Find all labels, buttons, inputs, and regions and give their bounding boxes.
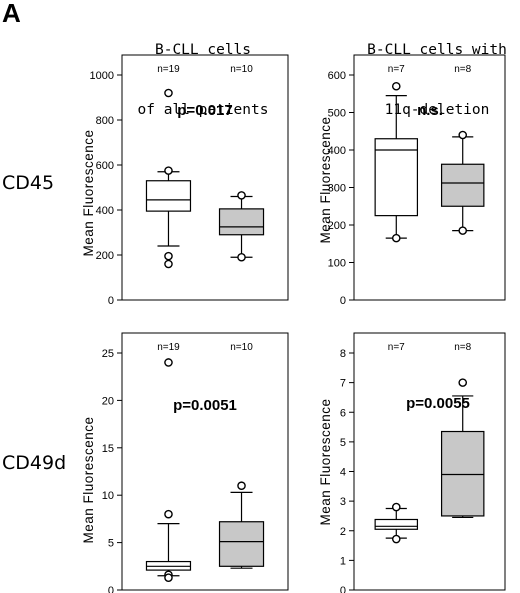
outlier-point	[165, 89, 172, 96]
box-plot-panel: 0 5 10 15 20 25 Mean Fluorescence p=0.0051 n=19 n…	[81, 333, 288, 593]
y-tick-label: 8	[340, 348, 346, 360]
significance-label: n.s.	[417, 102, 443, 119]
n-label: n=8	[454, 342, 471, 353]
y-tick-label: 100	[328, 258, 346, 270]
outlier-point	[459, 131, 466, 138]
y-tick-label: 7	[340, 378, 346, 390]
plot-frame	[122, 55, 288, 300]
y-tick-label: 20	[102, 395, 114, 407]
y-tick-label: 5	[340, 437, 346, 449]
y-tick-label: 0	[108, 295, 114, 307]
outlier-point	[459, 379, 466, 386]
outlier-point	[393, 535, 400, 542]
box-iqr	[220, 209, 264, 235]
y-axis-label: Mean Fluorescence	[318, 398, 333, 525]
y-axis-label: Mean Fluorescence	[318, 116, 333, 243]
outlier-point	[393, 235, 400, 242]
n-label: n=7	[388, 342, 405, 353]
n-label: n=19	[157, 342, 180, 353]
outlier-point	[238, 254, 245, 261]
box-iqr	[442, 432, 484, 516]
outlier-point	[165, 260, 172, 267]
outlier-point	[165, 359, 172, 366]
y-tick-label: 25	[102, 348, 114, 360]
y-tick-label: 2	[340, 526, 346, 538]
outlier-point	[165, 574, 172, 581]
box-plot-panel: 0 200 400 600 800 1000 Mean Fluorescence p=0.01…	[81, 55, 288, 307]
y-axis-label: Mean Fluorescence	[81, 129, 96, 256]
y-tick-label: 200	[96, 250, 114, 262]
y-tick-label: 600	[328, 70, 346, 82]
outlier-point	[165, 167, 172, 174]
y-tick-label: 600	[96, 160, 114, 172]
y-tick-label: 800	[96, 115, 114, 127]
box-iqr	[375, 519, 417, 529]
significance-label: p=0.0051	[173, 397, 237, 414]
y-tick-label: 6	[340, 407, 346, 419]
y-tick-label: 5	[108, 538, 114, 550]
y-axis-label: Mean Fluorescence	[81, 416, 96, 543]
y-tick-label: 4	[340, 467, 346, 479]
n-label: n=10	[230, 342, 253, 353]
y-tick-label: 0	[108, 585, 114, 593]
n-label: n=8	[454, 64, 471, 75]
y-tick-label: 0	[340, 585, 346, 593]
box-iqr	[220, 522, 264, 567]
y-tick-label: 1	[340, 555, 346, 567]
outlier-point	[238, 482, 245, 489]
n-label: n=10	[230, 64, 253, 75]
outlier-point	[393, 503, 400, 510]
significance-label: p=0.017	[177, 102, 232, 119]
box-plot-panel: 0 1 2 3 4 5 6 7 8 Mean Fluorescence p=0.0055 n=7 n=8	[318, 333, 505, 593]
outlier-point	[393, 83, 400, 90]
y-tick-label: 10	[102, 490, 114, 502]
outlier-point	[165, 253, 172, 260]
outlier-point	[238, 192, 245, 199]
outlier-point	[165, 511, 172, 518]
y-tick-label: 400	[96, 205, 114, 217]
significance-label: p=0.0055	[406, 395, 470, 412]
y-tick-label: 0	[340, 295, 346, 307]
y-tick-label: 1000	[90, 70, 114, 82]
outlier-point	[459, 227, 466, 234]
y-tick-label: 15	[102, 443, 114, 455]
box-iqr	[146, 181, 190, 211]
box-iqr	[442, 164, 484, 206]
n-label: n=7	[388, 64, 405, 75]
n-label: n=19	[157, 64, 180, 75]
y-tick-label: 3	[340, 496, 346, 508]
